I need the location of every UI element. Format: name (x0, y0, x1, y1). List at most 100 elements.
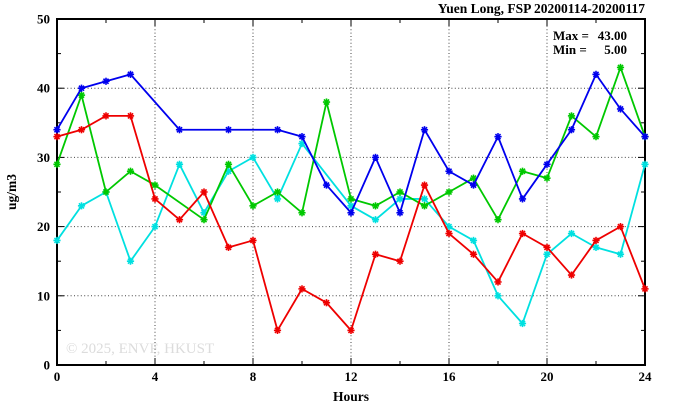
data-point-marker (396, 188, 404, 196)
cyan-series (53, 139, 649, 328)
x-tick-label: 16 (443, 369, 457, 384)
data-point-marker (494, 216, 502, 224)
data-point-marker (494, 292, 502, 300)
data-point-marker (102, 112, 110, 120)
data-point-marker (273, 188, 282, 196)
data-point-marker (77, 202, 86, 210)
data-point-marker (347, 195, 355, 203)
data-point-marker (53, 126, 61, 134)
data-point-marker (371, 202, 380, 210)
data-point-marker (200, 188, 208, 196)
watermark: © 2025, ENVF, HKUST (66, 341, 214, 357)
data-point-marker (53, 160, 61, 168)
data-point-marker (126, 257, 135, 265)
data-point-marker (126, 167, 135, 175)
data-point-marker (151, 181, 159, 189)
data-point-marker (543, 160, 551, 168)
x-tick-label: 12 (345, 369, 358, 384)
data-point-marker (641, 285, 649, 293)
min-stat-label: Min = (553, 42, 587, 57)
data-point-marker (347, 209, 355, 217)
data-point-marker (53, 236, 61, 245)
data-point-marker (77, 91, 86, 99)
data-point-marker (175, 126, 184, 134)
data-point-marker (469, 250, 478, 258)
data-point-marker (494, 133, 502, 141)
data-point-marker (371, 153, 380, 161)
data-point-marker (126, 70, 135, 78)
data-point-marker (347, 326, 355, 334)
data-point-marker (396, 195, 404, 203)
data-point-marker (175, 216, 184, 224)
data-point-marker (420, 202, 429, 210)
data-point-marker (567, 229, 576, 238)
data-point-marker (641, 133, 649, 141)
blue-series (53, 70, 649, 217)
data-point-marker (371, 216, 380, 224)
y-tick-label: 50 (37, 12, 50, 27)
data-point-marker (494, 278, 502, 286)
data-point-marker (322, 181, 331, 189)
min-stat-value: 5.00 (604, 42, 627, 57)
data-point-marker (249, 153, 257, 161)
data-point-marker (396, 209, 404, 217)
data-point-marker (518, 229, 527, 238)
x-tick-label: 4 (152, 369, 159, 384)
data-point-marker (273, 195, 282, 203)
data-point-marker (420, 126, 429, 134)
data-point-marker (298, 133, 306, 141)
data-point-marker (543, 243, 551, 251)
data-point-marker (322, 299, 331, 307)
data-point-marker (567, 126, 576, 134)
axis-tick-labels: 0 4 8 12 16 20 24 0 10 20 30 40 50 (37, 12, 652, 385)
data-point-marker (77, 126, 86, 134)
data-point-marker (445, 229, 453, 238)
series-line (56, 73, 646, 214)
x-tick-label: 0 (54, 369, 61, 384)
data-point-marker (224, 160, 233, 168)
data-point-marker (518, 167, 527, 175)
data-point-marker (298, 209, 306, 217)
data-point-marker (126, 112, 135, 120)
data-point-marker (543, 250, 551, 258)
data-point-marker (567, 271, 576, 279)
chart-title: Yuen Long, FSP 20200114-20200117 (438, 1, 646, 16)
x-axis-label: Hours (333, 389, 369, 404)
x-tick-label: 20 (541, 369, 554, 384)
data-point-marker (518, 195, 527, 203)
data-point-marker (151, 195, 159, 203)
data-point-marker (396, 257, 404, 265)
data-point-marker (420, 195, 429, 203)
x-tick-label: 8 (250, 369, 257, 384)
data-point-marker (445, 167, 453, 175)
data-point-marker (102, 188, 110, 196)
y-tick-label: 30 (37, 150, 50, 165)
data-point-marker (53, 133, 61, 141)
data-point-marker (224, 126, 233, 134)
data-point-marker (200, 216, 208, 224)
data-point-marker (102, 77, 110, 85)
gridlines (57, 19, 645, 365)
data-point-marker (445, 223, 453, 231)
red-series (53, 112, 649, 334)
data-point-marker (616, 105, 625, 113)
data-point-marker (641, 160, 649, 168)
data-point-marker (592, 243, 600, 251)
data-point-marker (469, 181, 478, 189)
y-tick-label: 40 (37, 81, 50, 96)
data-point-marker (249, 236, 257, 245)
plot-border (56, 18, 646, 366)
data-point-marker (567, 112, 576, 120)
data-point-marker (445, 188, 453, 196)
max-stat-label: Max = (553, 28, 589, 43)
y-tick-label: 0 (44, 358, 51, 373)
data-point-marker (273, 326, 282, 334)
data-point-marker (469, 236, 478, 245)
data-point-marker (616, 63, 625, 72)
y-axis-label: ug/m3 (4, 174, 19, 210)
data-point-marker (249, 202, 257, 210)
data-point-marker (224, 243, 233, 251)
data-point-marker (273, 126, 282, 134)
